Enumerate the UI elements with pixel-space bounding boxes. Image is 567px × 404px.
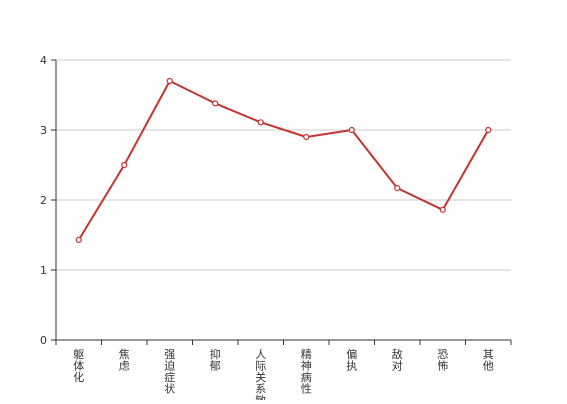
x-tick-label-char: 偏	[346, 347, 357, 361]
x-tick-label: 其他	[483, 348, 494, 373]
x-tick-label: 人际关系敏	[255, 348, 266, 404]
data-point	[166, 77, 173, 85]
data-point	[303, 133, 310, 141]
x-tick-label-char: 他	[483, 360, 494, 373]
x-tick-label-char: 执	[346, 359, 357, 373]
x-tick-label-char: 化	[73, 370, 84, 384]
x-tick-label-char: 其	[483, 348, 494, 361]
x-tick-label-char: 躯	[73, 348, 84, 361]
x-tick-label-char: 恐	[437, 348, 448, 361]
x-tick-label-char: 强	[164, 348, 175, 361]
x-tick-label-char: 怖	[437, 359, 448, 373]
x-tick-label-char: 症	[164, 370, 175, 384]
y-tick-label: 0	[40, 334, 47, 347]
x-tick-label-char: 敌	[392, 347, 403, 361]
data-point	[75, 236, 82, 243]
x-tick-label: 敌对	[392, 347, 403, 373]
data-point	[212, 100, 219, 107]
x-tick-label-char: 抑	[210, 347, 221, 361]
x-tick-label: 抑郁	[210, 347, 221, 373]
x-tick-label: 恐怖	[437, 348, 448, 373]
x-tick-label-char: 体	[73, 359, 84, 373]
x-tick-label-char: 际	[255, 360, 266, 373]
x-tick-label-char: 郁	[210, 359, 221, 373]
x-tick-label-char: 敏	[255, 393, 266, 400]
x-tick-label-char: 迫	[164, 359, 175, 373]
data-point	[394, 185, 401, 192]
x-tick-label-char: 人	[255, 348, 266, 361]
x-tick-label-char: 关	[255, 370, 266, 384]
y-tick-label: 2	[40, 194, 47, 207]
x-tick-label-char: 焦	[119, 348, 130, 361]
x-tick-label-char: 性	[301, 382, 312, 396]
data-point	[257, 119, 264, 126]
data-point	[439, 206, 446, 213]
data-point	[121, 161, 128, 169]
x-tick-label-char: 状	[164, 382, 175, 396]
y-tick-label: 3	[40, 124, 47, 137]
data-point	[485, 126, 492, 134]
x-tick-label-char: 系	[255, 383, 266, 396]
x-tick-label: 焦虑	[119, 348, 130, 373]
x-tick-label-char: 对	[392, 359, 403, 373]
y-tick-label: 1	[40, 264, 47, 277]
x-tick-label: 躯体化	[73, 348, 84, 384]
x-tick-label-char: 虑	[119, 360, 130, 373]
x-tick-label-char: 精	[301, 348, 312, 361]
y-axis: 0 1 2 3 4	[40, 54, 57, 347]
data-point	[348, 126, 355, 134]
series-line-group	[77, 80, 490, 241]
series-points	[75, 77, 492, 243]
series-line	[77, 80, 490, 241]
y-tick-label: 4	[40, 54, 47, 67]
x-tick-label-char: 神	[301, 359, 312, 373]
x-axis: 躯体化焦虑强迫症状抑郁人际关系敏精神病性偏执敌对恐怖其他	[55, 339, 512, 404]
x-tick-label-char: 病	[301, 370, 312, 384]
x-tick-label: 偏执	[346, 347, 357, 373]
